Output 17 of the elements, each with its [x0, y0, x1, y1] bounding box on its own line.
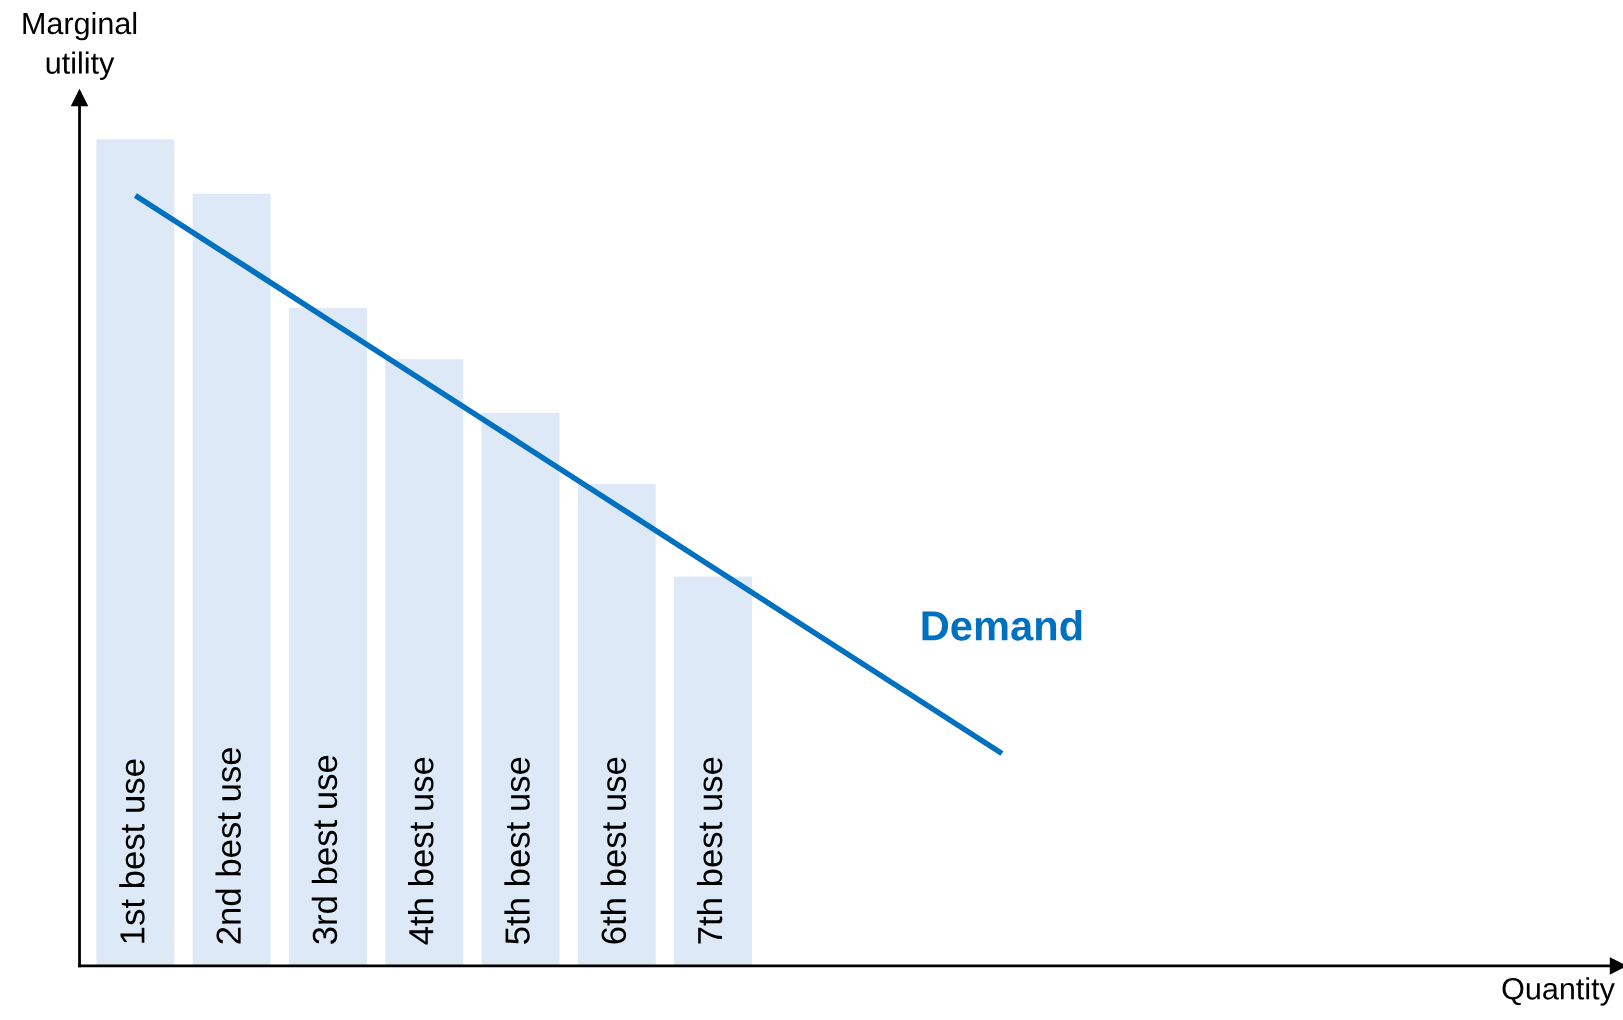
- bar: [192, 193, 271, 966]
- x-tick-label: 6th best use: [600, 757, 627, 944]
- x-tick-label: 7th best use: [696, 757, 723, 944]
- bar: [577, 483, 656, 966]
- series-label: Demand: [922, 610, 1082, 641]
- bar: [288, 307, 367, 966]
- x-tick-label: 5th best use: [504, 757, 530, 944]
- bar: [481, 412, 560, 966]
- bar: [385, 359, 464, 966]
- bar: [96, 139, 175, 966]
- y-axis-title: Marginal utility: [23, 11, 137, 80]
- x-tick-label: 2nd best use: [215, 747, 241, 944]
- x-tick-label: 1st best use: [119, 759, 145, 943]
- bar: [674, 576, 753, 966]
- x-tick-label: 3rd best use: [311, 755, 338, 944]
- text: Quantity: [1502, 977, 1615, 1006]
- x-tick-label: 4th best use: [408, 757, 434, 945]
